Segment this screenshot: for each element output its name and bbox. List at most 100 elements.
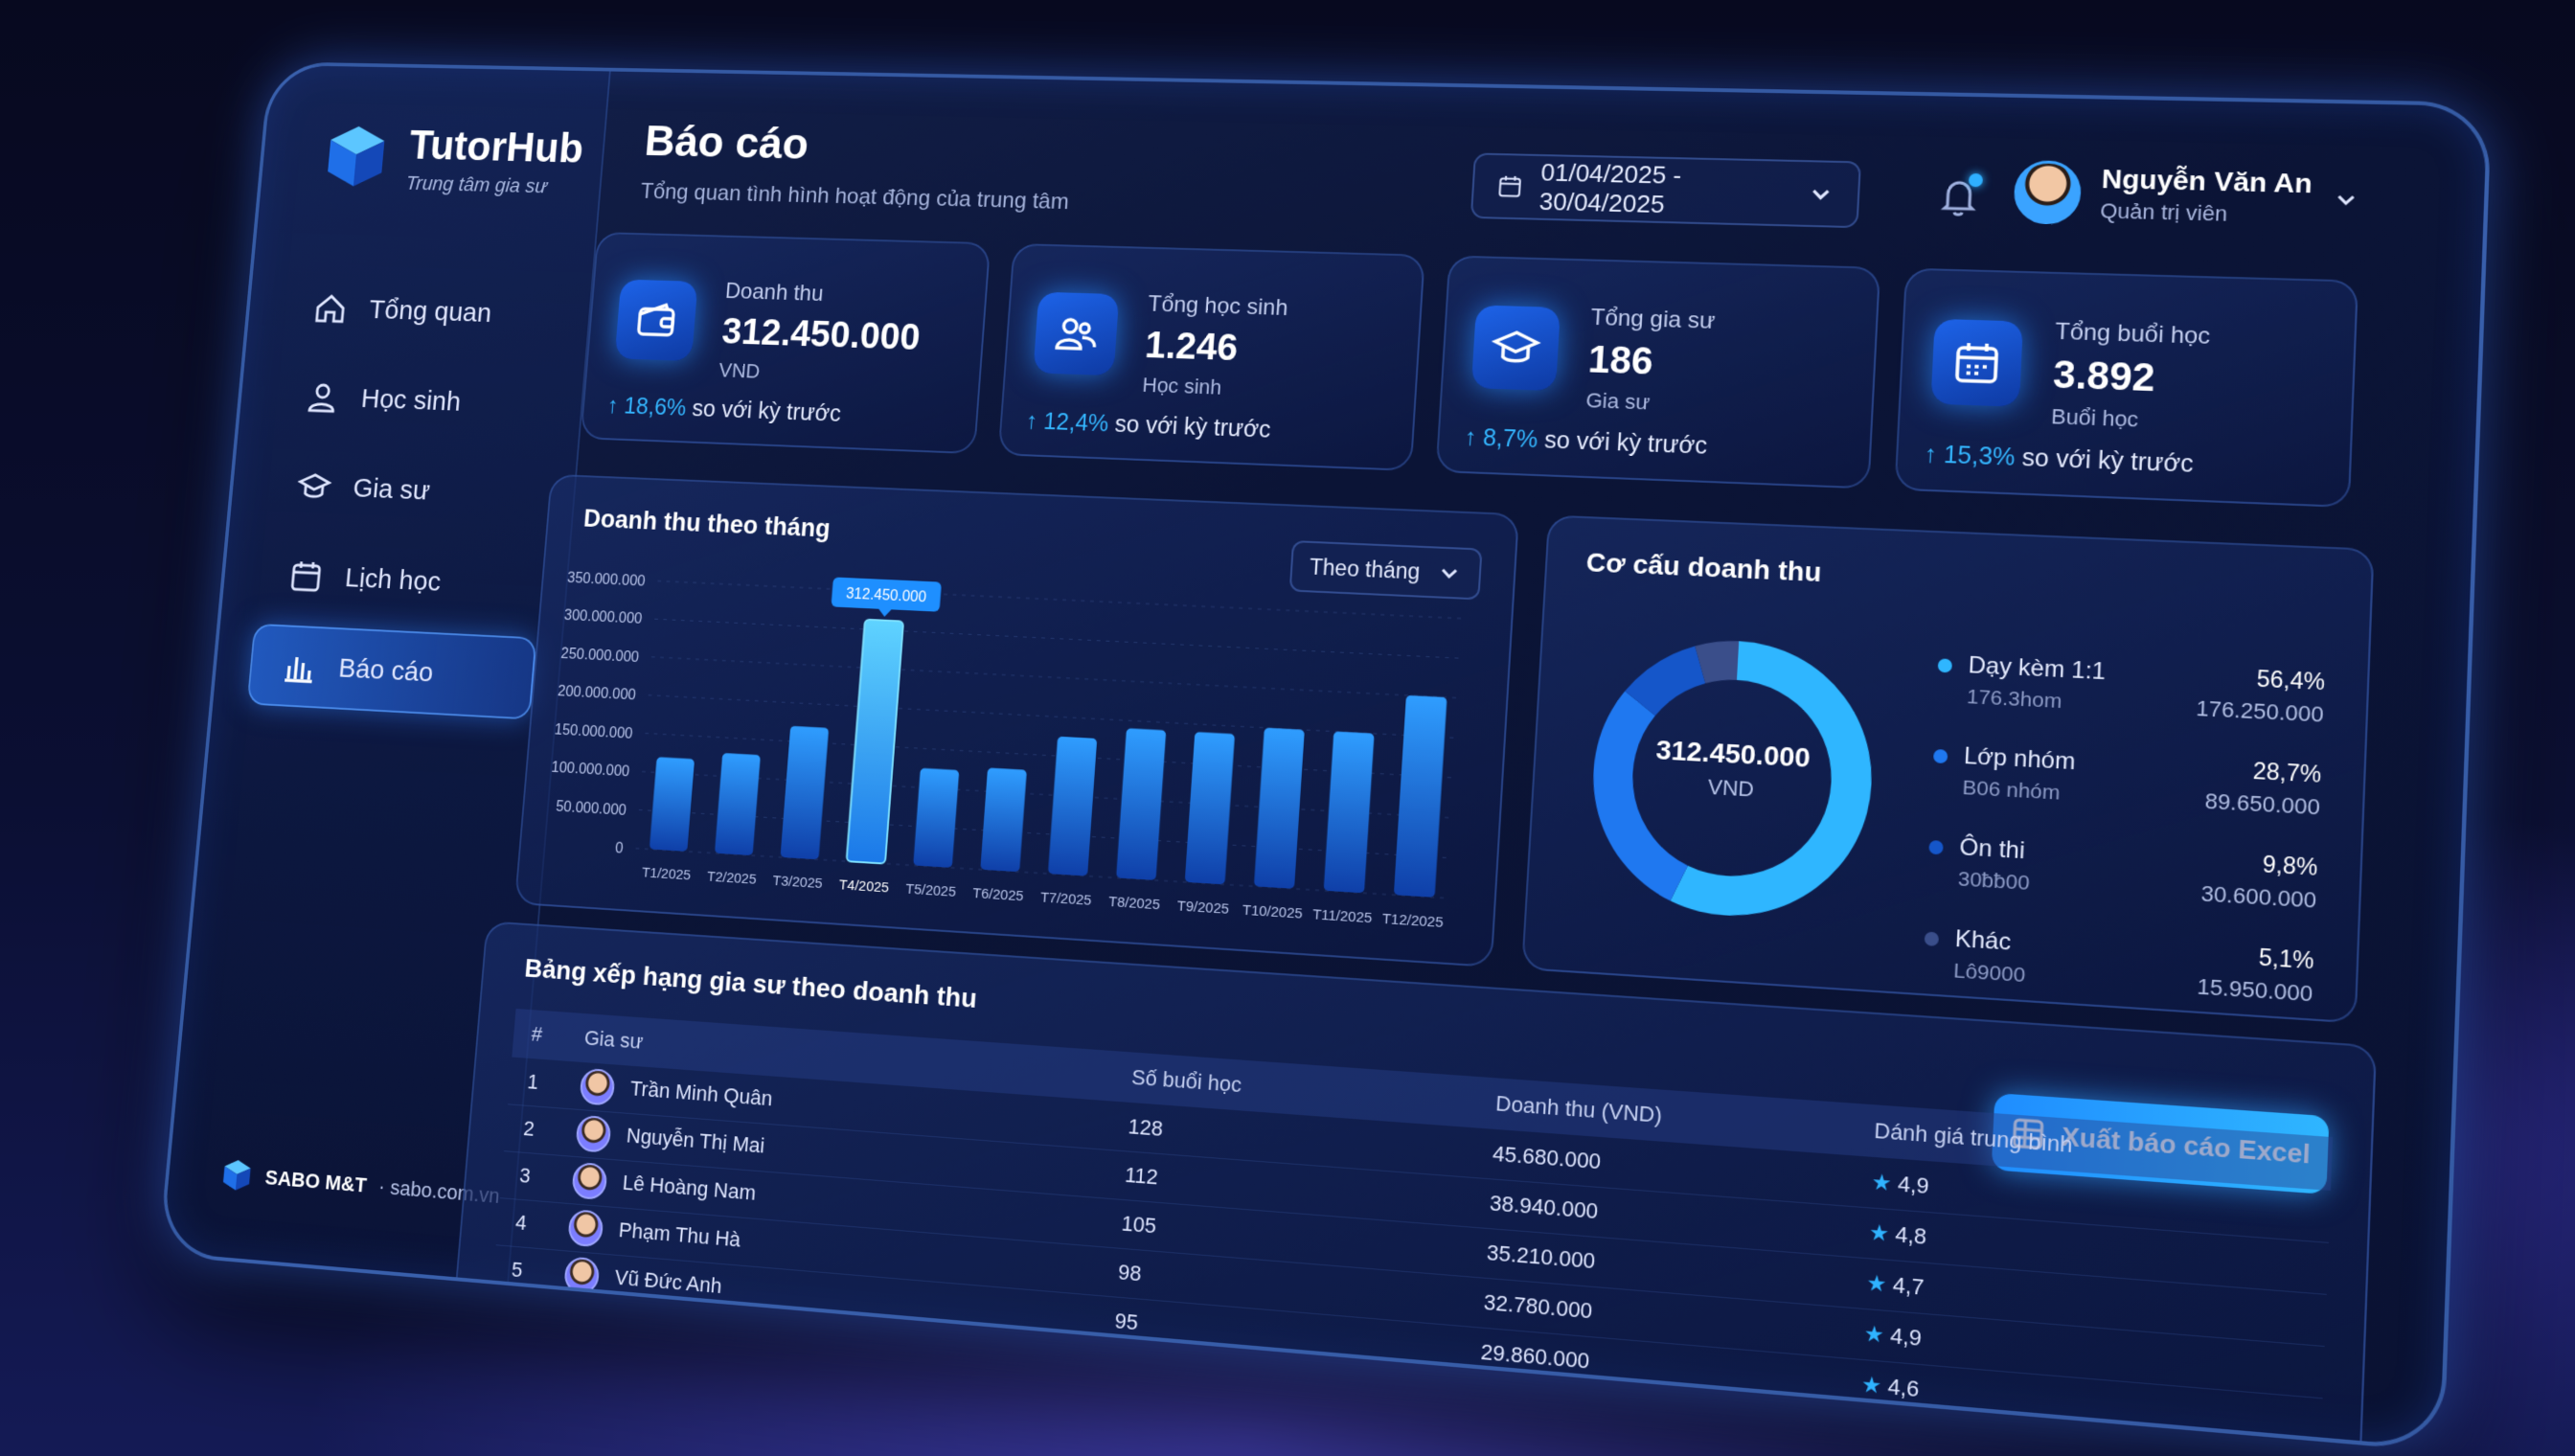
stat-value: 186	[1587, 339, 1654, 384]
bar-T11/2025[interactable]	[1324, 732, 1375, 894]
sidebar-item-schedule[interactable]: Lịch học	[255, 534, 544, 628]
legend-item[interactable]: Lớp nhóm B06 nhóm	[1931, 741, 2076, 807]
stat-value: 312.450.000	[720, 311, 922, 359]
bar-T2/2025[interactable]	[715, 753, 761, 855]
legend-percent: 5,1%	[2198, 941, 2314, 975]
trend-text: so với kỳ trước	[692, 396, 842, 426]
sidebar-item-reports[interactable]: Báo cáo	[247, 624, 537, 720]
legend-name: Lớp nhóm	[1963, 742, 2076, 775]
bar-T8/2025[interactable]	[1116, 728, 1166, 880]
trend-percent: ↑ 8,7%	[1464, 423, 1538, 453]
y-tick-label: 250.000.000	[560, 646, 640, 666]
main-content: Báo cáo Tổng quan tình hình hoạt động củ…	[509, 72, 2487, 1448]
stat-trend: ↑ 18,6% so với kỳ trước	[606, 393, 842, 428]
rating-value: 4,6	[1887, 1374, 1920, 1401]
sidebar-item-label: Lịch học	[344, 563, 443, 599]
bar-T6/2025[interactable]	[980, 768, 1027, 873]
revenue-chart-card: Doanh thu theo tháng Theo tháng 0 50.000.…	[514, 474, 1519, 967]
date-range-picker[interactable]: 01/04/2025 - 30/04/2025	[1470, 153, 1861, 229]
bar-T4/2025[interactable]	[847, 620, 903, 864]
trend-percent: ↑ 12,4%	[1025, 408, 1109, 437]
period-select[interactable]: Theo tháng	[1289, 540, 1483, 600]
stat-card-sessions: Tổng buổi học 3.892 Buổi học ↑ 15,3% so …	[1894, 268, 2359, 509]
y-tick-label: 0	[615, 840, 625, 856]
calendar-icon	[1930, 319, 2023, 407]
tutor-name: Lê Hoàng Nam	[622, 1171, 757, 1205]
x-tick-label: T1/2025	[641, 866, 691, 884]
period-select-value: Theo tháng	[1309, 554, 1421, 584]
x-tick-label: T2/2025	[706, 870, 757, 888]
table-title: Bảng xếp hạng gia sư theo doanh thu	[523, 953, 977, 1014]
legend-item[interactable]: Khác Lô9000	[1923, 923, 2028, 988]
bar-T3/2025[interactable]	[781, 726, 830, 860]
star-icon: ★	[1860, 1372, 1881, 1399]
rating-value: 4,7	[1892, 1272, 1925, 1300]
legend-dot	[1925, 931, 1940, 945]
sidebar-nav: Tổng quan Học sinh Gia sư Lịch học Báo c…	[246, 267, 568, 729]
legend-amount: 89.650.000	[2204, 788, 2320, 821]
trend-percent: ↑ 15,3%	[1924, 441, 2016, 471]
avatar	[571, 1162, 607, 1200]
donut-legend: Dạy kèm 1:1 176.3hom 56,4% 176.250.000 Lớp n…	[1550, 517, 2372, 551]
bar-T10/2025[interactable]	[1254, 728, 1305, 889]
bar-T5/2025[interactable]	[913, 768, 959, 868]
stat-card-students: Tổng học sinh 1.246 Học sinh ↑ 12,4% so …	[998, 243, 1425, 471]
logo[interactable]: TutorHub Trung tâm gia sư	[319, 119, 585, 199]
stat-unit: Gia sư	[1585, 388, 1651, 415]
legend-amount: 15.950.000	[2197, 973, 2313, 1007]
legend-item[interactable]: Ôn thi 30ƀƀ00	[1926, 832, 2031, 896]
x-tick-label: T9/2025	[1176, 899, 1229, 918]
cube-logo-icon	[219, 1156, 255, 1194]
stat-trend: ↑ 8,7% so với kỳ trước	[1464, 423, 1708, 460]
x-tick-label: T8/2025	[1108, 895, 1161, 913]
legend-percent: 56,4%	[2197, 663, 2325, 696]
grid-line	[649, 695, 1460, 739]
stat-unit: Học sinh	[1142, 373, 1222, 399]
user-menu[interactable]: Nguyễn Văn An Quản trị viên	[2013, 160, 2360, 232]
sidebar-item-label: Báo cáo	[337, 653, 434, 689]
bar-T12/2025[interactable]	[1394, 695, 1447, 898]
graduation-cap-icon	[296, 468, 333, 506]
legend-value: 9,8% 30.600.000	[2200, 848, 2318, 914]
bar-T7/2025[interactable]	[1048, 737, 1097, 876]
chevron-down-icon	[1807, 179, 1835, 209]
stat-unit: VND	[718, 358, 761, 383]
rating-value: 4,9	[1897, 1171, 1929, 1198]
stat-value: 3.892	[2052, 353, 2155, 400]
rank-cell: 2	[504, 1103, 579, 1156]
stat-label: Tổng gia sư	[1590, 305, 1716, 335]
legend-dot	[1928, 840, 1944, 854]
sidebar-item-label: Gia sư	[352, 473, 431, 507]
sidebar-item-tutors[interactable]: Gia sư	[263, 444, 553, 537]
legend-sub: 176.3hom	[1966, 686, 2105, 717]
legend-value: 56,4% 176.250.000	[2196, 663, 2326, 728]
page-subtitle: Tổng quan tình hình hoạt động của trung …	[640, 179, 1070, 216]
sidebar-item-overview[interactable]: Tổng quan	[280, 267, 568, 356]
tutor-name: Vũ Đức Anh	[614, 1265, 722, 1298]
legend-dot	[1933, 749, 1948, 763]
star-icon: ★	[1868, 1219, 1889, 1246]
star-icon: ★	[1871, 1169, 1892, 1195]
legend-name: Dạy kèm 1:1	[1968, 652, 2107, 686]
y-tick-label: 150.000.000	[554, 722, 633, 742]
grid-line	[651, 657, 1462, 698]
bar-T1/2025[interactable]	[649, 757, 695, 852]
notification-button[interactable]	[1933, 172, 1986, 221]
bar-T9/2025[interactable]	[1185, 732, 1235, 884]
star-icon: ★	[1863, 1321, 1884, 1348]
avatar	[2013, 160, 2083, 225]
legend-amount: 176.250.000	[2196, 695, 2324, 728]
stat-card-revenue: Doanh thu 312.450.000 VND ↑ 18,6% so với…	[580, 232, 991, 454]
chevron-down-icon	[2332, 187, 2359, 213]
legend-item[interactable]: Dạy kèm 1:1 176.3hom	[1936, 650, 2107, 716]
footer-brand: SABO M&T	[264, 1166, 368, 1198]
column-header-rank[interactable]: #	[512, 1009, 586, 1062]
legend-value: 5,1% 15.950.000	[2197, 941, 2314, 1008]
user-name: Nguyễn Văn An	[2101, 164, 2313, 199]
grid-line	[654, 619, 1464, 658]
rank-cell: 1	[508, 1058, 582, 1109]
app-window: TutorHub Trung tâm gia sư Tổng quan Học …	[158, 61, 2492, 1452]
legend-sub: Lô9000	[1953, 960, 2026, 989]
sidebar-item-students[interactable]: Học sinh	[271, 355, 559, 446]
tutor-name: Nguyễn Thị Mai	[626, 1123, 765, 1157]
